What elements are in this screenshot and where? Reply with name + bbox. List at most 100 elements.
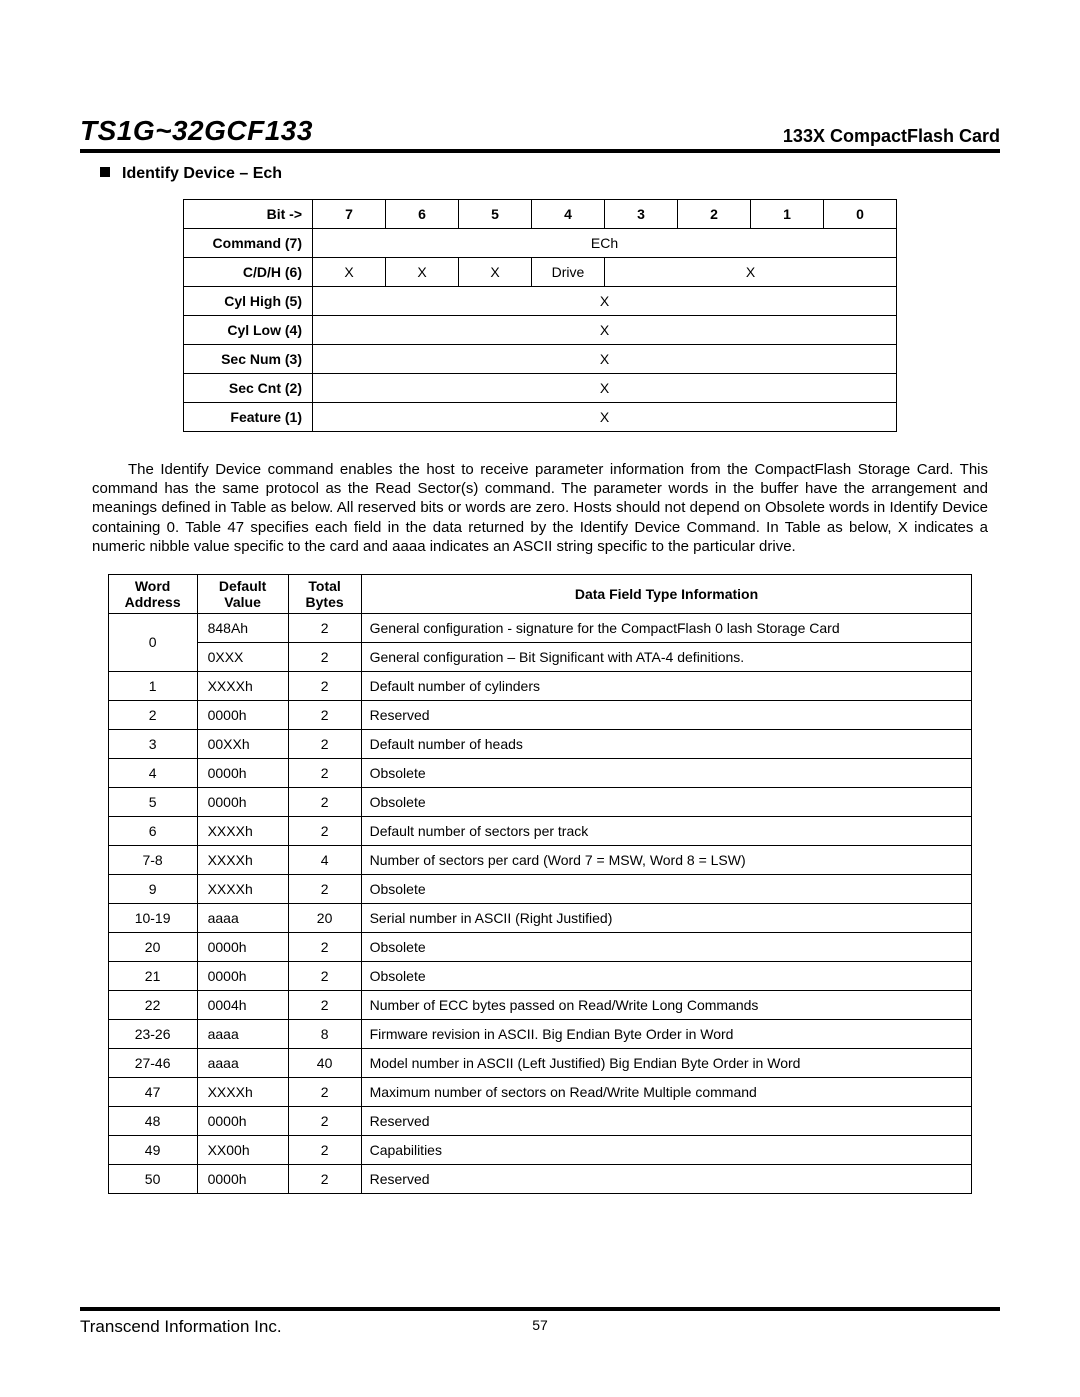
bit-col-7: 7 — [313, 200, 386, 229]
total-bytes-cell: 2 — [288, 729, 361, 758]
reg-cell: ECh — [313, 229, 897, 258]
bit-col-0: 0 — [824, 200, 897, 229]
description-paragraph: The Identify Device command enables the … — [92, 460, 988, 556]
word-table-header: WordAddress — [108, 574, 197, 613]
reg-row-label: Cyl High (5) — [184, 287, 313, 316]
reg-row-label: Command (7) — [184, 229, 313, 258]
word-address-cell: 7-8 — [108, 845, 197, 874]
word-table-header: Data Field Type Information — [361, 574, 972, 613]
data-field-info-cell: Obsolete — [361, 758, 972, 787]
square-bullet-icon — [100, 167, 110, 177]
reg-cell: X — [605, 258, 897, 287]
default-value-cell: aaaa — [197, 1048, 288, 1077]
word-address-cell: 22 — [108, 990, 197, 1019]
data-field-info-cell: Firmware revision in ASCII. Big Endian B… — [361, 1019, 972, 1048]
default-value-cell: 0000h — [197, 1106, 288, 1135]
total-bytes-cell: 2 — [288, 1106, 361, 1135]
reg-cell: X — [313, 374, 897, 403]
data-field-info-cell: Serial number in ASCII (Right Justified) — [361, 903, 972, 932]
data-field-info-cell: Reserved — [361, 1106, 972, 1135]
total-bytes-cell: 20 — [288, 903, 361, 932]
reg-row-label: C/D/H (6) — [184, 258, 313, 287]
doc-title: TS1G~32GCF133 — [80, 115, 313, 147]
default-value-cell: 848Ah — [197, 613, 288, 642]
bit-col-1: 1 — [751, 200, 824, 229]
total-bytes-cell: 8 — [288, 1019, 361, 1048]
total-bytes-cell: 40 — [288, 1048, 361, 1077]
data-field-info-cell: Model number in ASCII (Left Justified) B… — [361, 1048, 972, 1077]
word-address-cell: 23-26 — [108, 1019, 197, 1048]
reg-cell: X — [313, 287, 897, 316]
default-value-cell: 0000h — [197, 700, 288, 729]
word-address-cell: 9 — [108, 874, 197, 903]
data-field-info-cell: Reserved — [361, 700, 972, 729]
word-address-cell: 4 — [108, 758, 197, 787]
reg-cell: X — [313, 258, 386, 287]
page: TS1G~32GCF133 133X CompactFlash Card Ide… — [0, 0, 1080, 1397]
default-value-cell: 0000h — [197, 961, 288, 990]
word-address-cell: 10-19 — [108, 903, 197, 932]
data-field-info-cell: Maximum number of sectors on Read/Write … — [361, 1077, 972, 1106]
data-field-info-cell: Obsolete — [361, 874, 972, 903]
data-field-info-cell: Default number of heads — [361, 729, 972, 758]
default-value-cell: XX00h — [197, 1135, 288, 1164]
reg-row-label: Cyl Low (4) — [184, 316, 313, 345]
word-address-cell: 50 — [108, 1164, 197, 1193]
data-field-info-cell: Obsolete — [361, 932, 972, 961]
footer-page-number: 57 — [532, 1317, 548, 1333]
word-address-cell: 5 — [108, 787, 197, 816]
page-header: TS1G~32GCF133 133X CompactFlash Card — [80, 115, 1000, 153]
total-bytes-cell: 2 — [288, 1164, 361, 1193]
reg-cell: X — [313, 345, 897, 374]
total-bytes-cell: 2 — [288, 874, 361, 903]
word-address-cell: 21 — [108, 961, 197, 990]
default-value-cell: aaaa — [197, 903, 288, 932]
word-address-cell: 0 — [108, 613, 197, 671]
data-field-info-cell: Number of ECC bytes passed on Read/Write… — [361, 990, 972, 1019]
default-value-cell: XXXXh — [197, 1077, 288, 1106]
reg-row-label: Feature (1) — [184, 403, 313, 432]
data-field-info-cell: Number of sectors per card (Word 7 = MSW… — [361, 845, 972, 874]
word-address-cell: 1 — [108, 671, 197, 700]
word-address-cell: 2 — [108, 700, 197, 729]
data-field-info-cell: Obsolete — [361, 787, 972, 816]
data-field-info-cell: General configuration - signature for th… — [361, 613, 972, 642]
bit-header: Bit -> — [184, 200, 313, 229]
total-bytes-cell: 2 — [288, 990, 361, 1019]
total-bytes-cell: 2 — [288, 671, 361, 700]
bit-col-2: 2 — [678, 200, 751, 229]
bit-col-5: 5 — [459, 200, 532, 229]
word-address-cell: 6 — [108, 816, 197, 845]
total-bytes-cell: 2 — [288, 816, 361, 845]
reg-row-label: Sec Cnt (2) — [184, 374, 313, 403]
default-value-cell: 00XXh — [197, 729, 288, 758]
word-table-header: TotalBytes — [288, 574, 361, 613]
word-address-cell: 49 — [108, 1135, 197, 1164]
data-field-info-cell: Reserved — [361, 1164, 972, 1193]
bit-col-4: 4 — [532, 200, 605, 229]
default-value-cell: 0000h — [197, 758, 288, 787]
default-value-cell: 0XXX — [197, 642, 288, 671]
section-heading: Identify Device – Ech — [100, 165, 1000, 183]
data-field-info-cell: Capabilities — [361, 1135, 972, 1164]
data-field-info-cell: General configuration – Bit Significant … — [361, 642, 972, 671]
default-value-cell: 0000h — [197, 932, 288, 961]
word-address-cell: 3 — [108, 729, 197, 758]
data-field-info-cell: Default number of cylinders — [361, 671, 972, 700]
word-address-cell: 48 — [108, 1106, 197, 1135]
data-field-info-cell: Default number of sectors per track — [361, 816, 972, 845]
page-footer: Transcend Information Inc. 57 . — [80, 1307, 1000, 1337]
word-table-header: DefaultValue — [197, 574, 288, 613]
total-bytes-cell: 2 — [288, 1077, 361, 1106]
register-table: Bit ->76543210Command (7)EChC/D/H (6)XXX… — [183, 199, 897, 432]
default-value-cell: aaaa — [197, 1019, 288, 1048]
total-bytes-cell: 2 — [288, 961, 361, 990]
total-bytes-cell: 2 — [288, 613, 361, 642]
total-bytes-cell: 2 — [288, 1135, 361, 1164]
total-bytes-cell: 2 — [288, 642, 361, 671]
reg-row-label: Sec Num (3) — [184, 345, 313, 374]
total-bytes-cell: 2 — [288, 758, 361, 787]
default-value-cell: XXXXh — [197, 874, 288, 903]
reg-cell: X — [459, 258, 532, 287]
bit-col-6: 6 — [386, 200, 459, 229]
